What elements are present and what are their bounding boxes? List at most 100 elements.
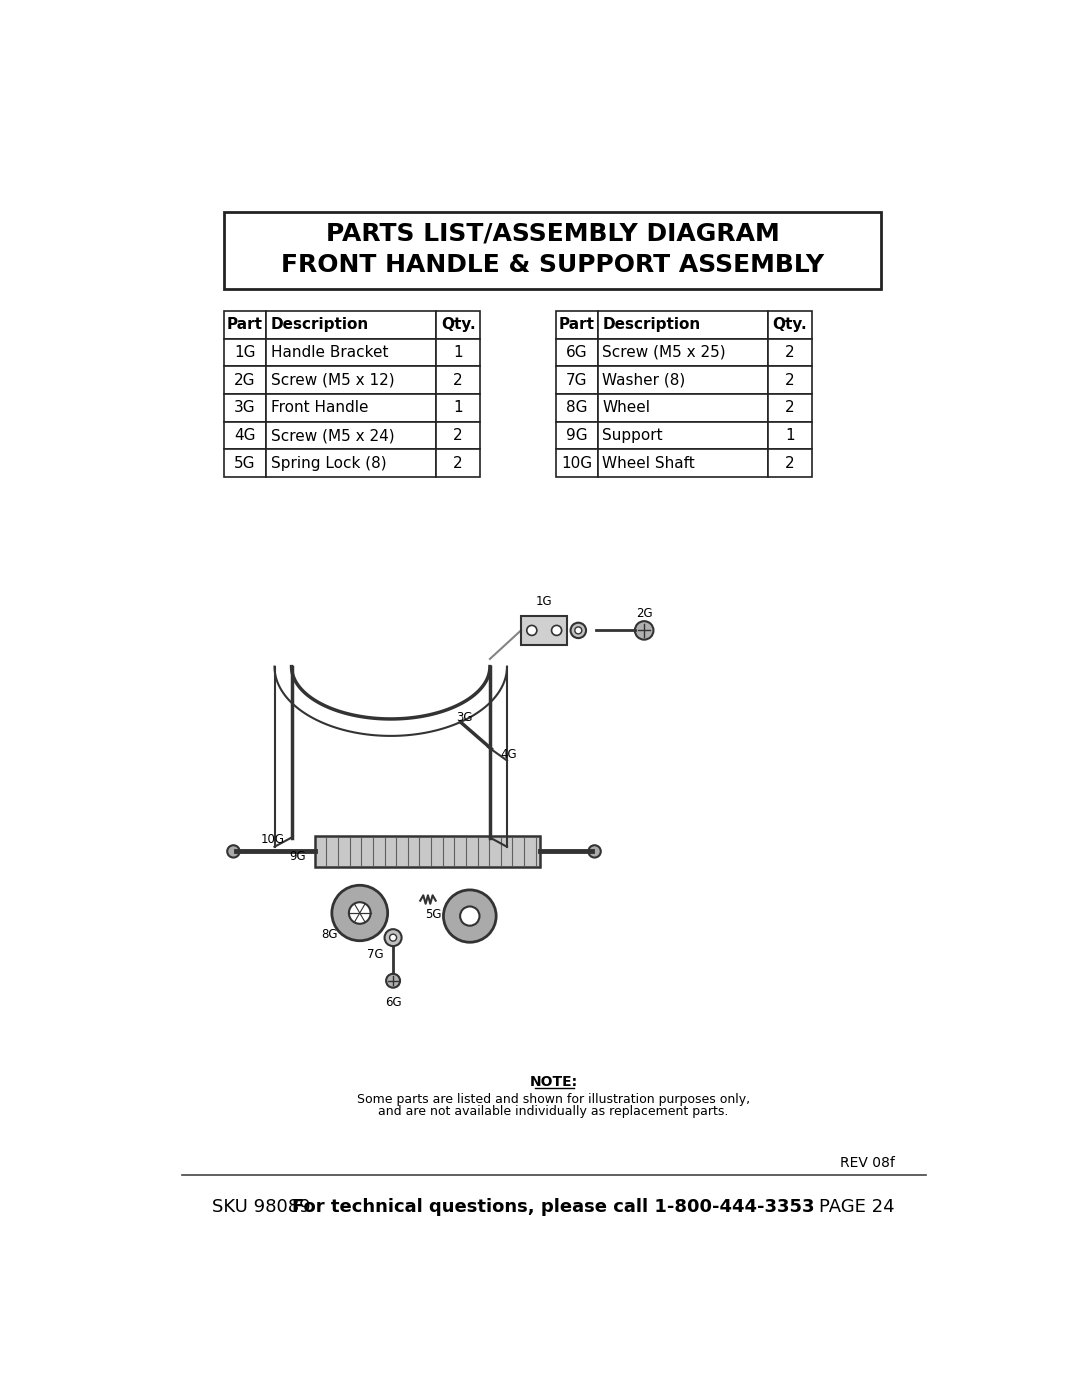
- Text: 2: 2: [785, 401, 795, 415]
- Ellipse shape: [332, 886, 388, 940]
- Bar: [768, 366, 811, 394]
- Text: 2G: 2G: [234, 373, 256, 387]
- Ellipse shape: [349, 902, 370, 923]
- Text: 1G: 1G: [536, 595, 553, 609]
- Bar: [266, 394, 436, 422]
- Text: Some parts are listed and shown for illustration purposes only,: Some parts are listed and shown for illu…: [356, 1092, 751, 1106]
- Ellipse shape: [527, 626, 537, 636]
- Text: 2: 2: [454, 455, 463, 471]
- Bar: [768, 450, 811, 478]
- Bar: [225, 212, 881, 289]
- Bar: [768, 394, 811, 422]
- Text: Screw (M5 x 25): Screw (M5 x 25): [603, 345, 726, 360]
- Bar: [266, 450, 436, 478]
- Text: Screw (M5 x 12): Screw (M5 x 12): [271, 373, 394, 387]
- Ellipse shape: [460, 907, 480, 926]
- Bar: [436, 450, 480, 478]
- Text: 2: 2: [785, 345, 795, 360]
- Text: and are not available individually as replacement parts.: and are not available individually as re…: [378, 1105, 729, 1118]
- Text: 5G: 5G: [234, 455, 256, 471]
- Bar: [436, 366, 480, 394]
- Ellipse shape: [589, 845, 600, 858]
- Text: 10G: 10G: [261, 833, 285, 845]
- Text: REV 08f: REV 08f: [839, 1157, 894, 1171]
- Bar: [556, 394, 597, 422]
- Bar: [266, 366, 436, 394]
- Text: 7G: 7G: [367, 949, 383, 961]
- Ellipse shape: [552, 626, 562, 636]
- Text: Description: Description: [271, 317, 369, 332]
- Bar: [266, 338, 436, 366]
- Text: Support: Support: [603, 427, 663, 443]
- Text: 2: 2: [454, 373, 463, 387]
- Text: Qty.: Qty.: [772, 317, 807, 332]
- Text: 9G: 9G: [288, 851, 306, 863]
- Bar: [556, 450, 597, 478]
- Ellipse shape: [387, 974, 400, 988]
- Bar: [556, 338, 597, 366]
- Text: FRONT HANDLE & SUPPORT ASSEMBLY: FRONT HANDLE & SUPPORT ASSEMBLY: [281, 253, 824, 277]
- Text: 1G: 1G: [234, 345, 256, 360]
- Text: Description: Description: [603, 317, 701, 332]
- Ellipse shape: [227, 845, 240, 858]
- Bar: [314, 835, 540, 866]
- Text: 5G: 5G: [426, 908, 442, 921]
- Bar: [436, 422, 480, 450]
- Ellipse shape: [570, 623, 586, 638]
- Bar: [521, 616, 567, 645]
- Bar: [597, 312, 768, 338]
- Bar: [436, 338, 480, 366]
- Text: Handle Bracket: Handle Bracket: [271, 345, 388, 360]
- Bar: [225, 450, 266, 478]
- Bar: [597, 338, 768, 366]
- Bar: [768, 422, 811, 450]
- Text: Part: Part: [227, 317, 264, 332]
- Bar: [768, 338, 811, 366]
- Text: SKU 98089: SKU 98089: [213, 1199, 311, 1217]
- Text: Wheel Shaft: Wheel Shaft: [603, 455, 696, 471]
- Text: 3G: 3G: [234, 401, 256, 415]
- Text: 10G: 10G: [562, 455, 592, 471]
- Bar: [597, 422, 768, 450]
- Text: 6G: 6G: [384, 996, 402, 1009]
- Text: 2: 2: [785, 455, 795, 471]
- Text: 1: 1: [454, 345, 463, 360]
- Text: Spring Lock (8): Spring Lock (8): [271, 455, 387, 471]
- Text: Wheel: Wheel: [603, 401, 650, 415]
- Text: 9G: 9G: [566, 427, 588, 443]
- Text: Screw (M5 x 24): Screw (M5 x 24): [271, 427, 394, 443]
- Text: 7G: 7G: [566, 373, 588, 387]
- Text: 2: 2: [454, 427, 463, 443]
- Ellipse shape: [390, 935, 396, 942]
- Text: NOTE:: NOTE:: [529, 1076, 578, 1090]
- Text: 2: 2: [785, 373, 795, 387]
- Text: Part: Part: [558, 317, 595, 332]
- Text: 1: 1: [454, 401, 463, 415]
- Ellipse shape: [444, 890, 496, 942]
- Text: 3G: 3G: [457, 711, 473, 724]
- Bar: [597, 394, 768, 422]
- Bar: [597, 366, 768, 394]
- Text: 6G: 6G: [566, 345, 588, 360]
- Bar: [225, 312, 266, 338]
- Bar: [556, 366, 597, 394]
- Text: 1: 1: [785, 427, 795, 443]
- Bar: [768, 312, 811, 338]
- Ellipse shape: [575, 627, 582, 634]
- Text: PAGE 24: PAGE 24: [819, 1199, 894, 1217]
- Bar: [556, 312, 597, 338]
- Ellipse shape: [384, 929, 402, 946]
- Text: PARTS LIST/ASSEMBLY DIAGRAM: PARTS LIST/ASSEMBLY DIAGRAM: [326, 222, 780, 246]
- Text: Qty.: Qty.: [441, 317, 475, 332]
- Text: 2G: 2G: [636, 606, 652, 620]
- Text: Front Handle: Front Handle: [271, 401, 368, 415]
- Text: Washer (8): Washer (8): [603, 373, 686, 387]
- Bar: [225, 394, 266, 422]
- Text: 4G: 4G: [501, 747, 517, 761]
- Ellipse shape: [635, 622, 653, 640]
- Bar: [436, 312, 480, 338]
- Text: For technical questions, please call 1-800-444-3353: For technical questions, please call 1-8…: [293, 1199, 814, 1217]
- Text: 8G: 8G: [566, 401, 588, 415]
- Bar: [225, 422, 266, 450]
- Bar: [556, 422, 597, 450]
